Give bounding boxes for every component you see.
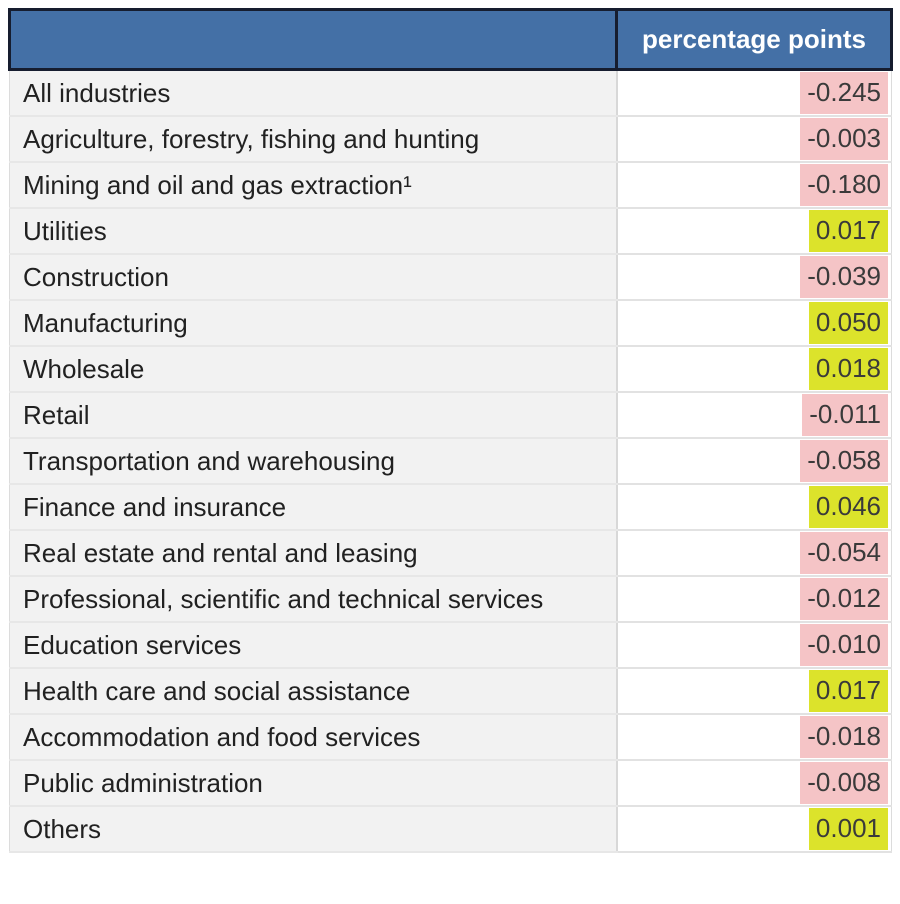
industry-label: Accommodation and food services bbox=[9, 714, 617, 761]
industry-label: Manufacturing bbox=[9, 300, 617, 347]
industry-label: Others bbox=[9, 806, 617, 853]
table-row: Real estate and rental and leasing -0.05… bbox=[9, 530, 892, 577]
value-cell: -0.180 bbox=[615, 162, 892, 209]
table-row: Accommodation and food services -0.018 bbox=[9, 714, 892, 761]
value-cell: -0.039 bbox=[615, 254, 892, 301]
industry-label: Utilities bbox=[9, 208, 617, 255]
table-row: Retail -0.011 bbox=[9, 392, 892, 439]
value-cell: 0.046 bbox=[615, 484, 892, 531]
value-cell: 0.050 bbox=[615, 300, 892, 347]
table-row: Education services -0.010 bbox=[9, 622, 892, 669]
table-row: Professional, scientific and technical s… bbox=[9, 576, 892, 623]
value-highlight: -0.003 bbox=[800, 118, 888, 160]
industry-label: Transportation and warehousing bbox=[9, 438, 617, 485]
table-row: Transportation and warehousing -0.058 bbox=[9, 438, 892, 485]
value-highlight: -0.012 bbox=[800, 578, 888, 620]
table-row: All industries -0.245 bbox=[9, 69, 892, 117]
value-highlight: 0.017 bbox=[808, 210, 888, 252]
industry-label: Education services bbox=[9, 622, 617, 669]
table-row: Health care and social assistance 0.017 bbox=[9, 668, 892, 715]
table-row: Agriculture, forestry, fishing and hunti… bbox=[9, 116, 892, 163]
value-highlight: -0.008 bbox=[800, 762, 888, 804]
percentage-points-table: percentage points All industries -0.245 … bbox=[8, 8, 893, 853]
industry-label: Retail bbox=[9, 392, 617, 439]
table-row: Manufacturing 0.050 bbox=[9, 300, 892, 347]
value-cell: -0.058 bbox=[615, 438, 892, 485]
value-cell: -0.018 bbox=[615, 714, 892, 761]
industry-label: Wholesale bbox=[9, 346, 617, 393]
table-row: Others 0.001 bbox=[9, 806, 892, 853]
industry-label: Construction bbox=[9, 254, 617, 301]
value-highlight: 0.001 bbox=[808, 808, 888, 850]
value-cell: 0.017 bbox=[615, 668, 892, 715]
industry-label: Public administration bbox=[9, 760, 617, 807]
value-column-header: percentage points bbox=[615, 8, 893, 71]
value-highlight: -0.180 bbox=[800, 164, 888, 206]
table-header-row: percentage points bbox=[8, 8, 893, 71]
value-cell: 0.001 bbox=[615, 806, 892, 853]
table-row: Mining and oil and gas extraction¹ -0.18… bbox=[9, 162, 892, 209]
value-highlight: 0.046 bbox=[808, 486, 888, 528]
industry-label: Professional, scientific and technical s… bbox=[9, 576, 617, 623]
industry-label: Mining and oil and gas extraction¹ bbox=[9, 162, 617, 209]
industry-label: Health care and social assistance bbox=[9, 668, 617, 715]
industry-label: Real estate and rental and leasing bbox=[9, 530, 617, 577]
value-highlight: -0.054 bbox=[800, 532, 888, 574]
industry-label: Agriculture, forestry, fishing and hunti… bbox=[9, 116, 617, 163]
value-highlight: -0.245 bbox=[800, 72, 888, 114]
value-highlight: 0.050 bbox=[808, 302, 888, 344]
value-highlight: 0.017 bbox=[808, 670, 888, 712]
value-highlight: 0.018 bbox=[808, 348, 888, 390]
table-row: Finance and insurance 0.046 bbox=[9, 484, 892, 531]
industry-label: Finance and insurance bbox=[9, 484, 617, 531]
table-container: percentage points All industries -0.245 … bbox=[8, 8, 893, 853]
value-highlight: -0.058 bbox=[800, 440, 888, 482]
value-cell: -0.054 bbox=[615, 530, 892, 577]
value-highlight: -0.011 bbox=[802, 394, 888, 436]
industry-column-header bbox=[8, 8, 618, 71]
value-highlight: -0.039 bbox=[800, 256, 888, 298]
value-highlight: -0.010 bbox=[800, 624, 888, 666]
value-highlight: -0.018 bbox=[800, 716, 888, 758]
value-cell: -0.012 bbox=[615, 576, 892, 623]
value-cell: -0.011 bbox=[615, 392, 892, 439]
table-row: Public administration -0.008 bbox=[9, 760, 892, 807]
value-cell: 0.018 bbox=[615, 346, 892, 393]
value-cell: 0.017 bbox=[615, 208, 892, 255]
value-cell: -0.003 bbox=[615, 116, 892, 163]
table-row: Wholesale 0.018 bbox=[9, 346, 892, 393]
value-cell: -0.245 bbox=[615, 69, 892, 117]
value-cell: -0.010 bbox=[615, 622, 892, 669]
value-cell: -0.008 bbox=[615, 760, 892, 807]
table-row: Construction -0.039 bbox=[9, 254, 892, 301]
industry-label: All industries bbox=[9, 69, 617, 117]
table-row: Utilities 0.017 bbox=[9, 208, 892, 255]
